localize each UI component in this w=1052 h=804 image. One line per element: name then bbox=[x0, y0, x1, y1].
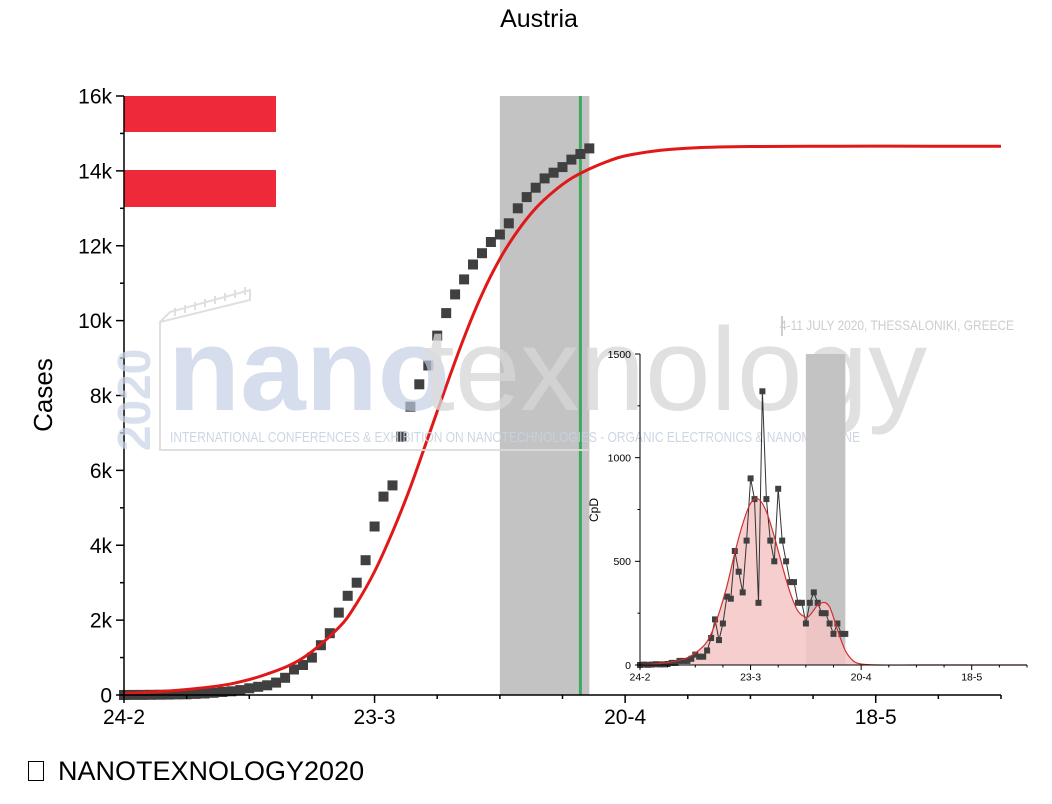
data-point bbox=[803, 621, 809, 627]
x-tick-label: 20-4 bbox=[604, 706, 646, 729]
watermark-word-nano: nano bbox=[168, 304, 450, 436]
footer-text: NANOTEXNOLOGY2020 bbox=[58, 756, 364, 786]
data-point bbox=[704, 648, 710, 654]
data-point bbox=[767, 538, 773, 544]
data-point bbox=[450, 289, 460, 299]
data-point bbox=[253, 682, 263, 692]
y-tick-label: 500 bbox=[613, 556, 631, 568]
data-point bbox=[486, 237, 496, 247]
data-point bbox=[744, 538, 750, 544]
data-point bbox=[459, 274, 469, 284]
data-point bbox=[531, 183, 541, 193]
y-axis-label: Cases bbox=[28, 358, 58, 432]
data-point bbox=[575, 149, 585, 159]
data-point bbox=[244, 683, 254, 693]
data-point bbox=[720, 621, 726, 627]
data-point bbox=[262, 680, 272, 690]
y-tick-label: 0 bbox=[100, 685, 112, 708]
y-tick-label: 0 bbox=[625, 660, 631, 672]
x-tick-label: 20-4 bbox=[851, 672, 872, 684]
data-point bbox=[756, 600, 762, 606]
data-point bbox=[549, 168, 559, 178]
data-point bbox=[513, 203, 523, 213]
data-point bbox=[775, 486, 781, 492]
data-point bbox=[779, 538, 785, 544]
data-point bbox=[200, 689, 210, 699]
y-tick-label: 2k bbox=[90, 610, 113, 633]
data-point bbox=[748, 475, 754, 481]
x-tick-label: 18-5 bbox=[855, 706, 897, 729]
data-point bbox=[280, 673, 290, 683]
data-point bbox=[740, 589, 746, 595]
data-point bbox=[370, 522, 380, 532]
y-tick-label: 6k bbox=[90, 460, 113, 483]
data-point bbox=[343, 591, 353, 601]
data-point bbox=[522, 192, 532, 202]
data-point bbox=[831, 631, 837, 637]
y-tick-label: 4k bbox=[90, 535, 113, 558]
x-tick-label: 23-3 bbox=[354, 706, 396, 729]
data-point bbox=[334, 608, 344, 618]
data-point bbox=[566, 155, 576, 165]
data-point bbox=[811, 589, 817, 595]
x-tick-label: 24-2 bbox=[103, 706, 145, 729]
chart-title: Austria bbox=[500, 5, 578, 33]
watermark-year: 2020 bbox=[108, 349, 160, 451]
data-point bbox=[736, 569, 742, 575]
data-point bbox=[799, 600, 805, 606]
flag-stripe-bottom bbox=[124, 170, 276, 207]
data-point bbox=[271, 678, 281, 688]
data-point bbox=[379, 492, 389, 502]
data-point bbox=[235, 685, 245, 695]
data-point bbox=[361, 555, 371, 565]
flag-stripe-middle bbox=[124, 132, 276, 170]
footer-checkbox-icon bbox=[28, 761, 44, 781]
data-point bbox=[716, 637, 722, 643]
y-tick-label: 16k bbox=[78, 86, 112, 109]
data-point bbox=[827, 621, 833, 627]
data-point bbox=[700, 654, 706, 660]
y-tick-label: 1500 bbox=[608, 349, 632, 361]
data-point bbox=[558, 162, 568, 172]
data-point bbox=[477, 248, 487, 258]
data-point bbox=[783, 558, 789, 564]
flag-stripe-top bbox=[124, 96, 276, 132]
x-tick-label: 23-3 bbox=[740, 672, 761, 684]
data-point bbox=[823, 610, 829, 616]
footer-caption: NANOTEXNOLOGY2020 bbox=[28, 756, 364, 787]
y-tick-label: 14k bbox=[78, 160, 112, 183]
x-tick-label: 18-5 bbox=[961, 672, 982, 684]
data-point bbox=[209, 688, 219, 698]
data-point bbox=[352, 578, 362, 588]
nanotexnology-watermark: 2020 nano texnology INTERNATIONAL CONFER… bbox=[108, 287, 1014, 451]
data-point bbox=[759, 388, 765, 394]
data-point bbox=[807, 600, 813, 606]
data-point bbox=[842, 631, 848, 637]
watermark-date-location: 4-11 JULY 2020, THESSALONIKI, GREECE bbox=[780, 317, 1014, 333]
austria-flag bbox=[124, 96, 276, 207]
data-point bbox=[495, 230, 505, 240]
watermark-tagline: INTERNATIONAL CONFERENCES & EXHIBITION O… bbox=[170, 430, 860, 446]
data-point bbox=[388, 480, 398, 490]
data-point bbox=[728, 596, 734, 602]
y-tick-label: 1000 bbox=[608, 452, 632, 464]
data-point bbox=[763, 496, 769, 502]
data-point bbox=[584, 143, 594, 153]
inset-y-axis-label: CpD bbox=[587, 498, 601, 522]
data-point bbox=[504, 218, 514, 228]
data-point bbox=[791, 579, 797, 585]
y-tick-label: 12k bbox=[78, 235, 112, 258]
y-tick-label: 10k bbox=[78, 310, 112, 333]
x-tick-label: 24-2 bbox=[629, 672, 650, 684]
data-point bbox=[771, 558, 777, 564]
data-point bbox=[468, 260, 478, 270]
data-point bbox=[540, 173, 550, 183]
